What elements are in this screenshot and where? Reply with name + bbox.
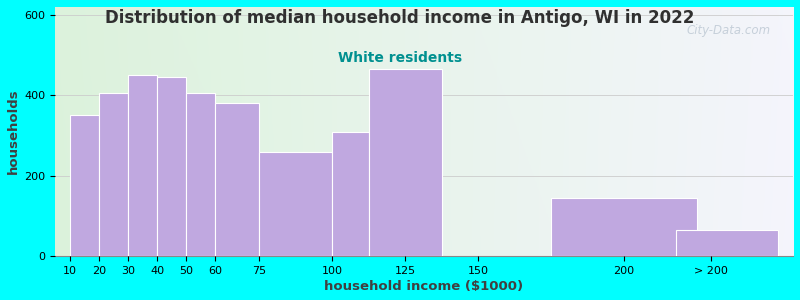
Bar [332, 132, 369, 256]
Bar [157, 77, 186, 256]
Bar [259, 152, 332, 256]
Bar [676, 230, 778, 256]
Text: Distribution of median household income in Antigo, WI in 2022: Distribution of median household income … [106, 9, 694, 27]
Bar [128, 75, 157, 256]
X-axis label: household income ($1000): household income ($1000) [325, 280, 523, 293]
Bar [369, 69, 442, 256]
Bar [186, 93, 215, 256]
Bar [70, 116, 98, 256]
Text: White residents: White residents [338, 51, 462, 65]
Bar [551, 198, 697, 256]
Text: City-Data.com: City-Data.com [686, 24, 771, 38]
Bar [215, 103, 259, 256]
Bar [98, 93, 128, 256]
Y-axis label: households: households [7, 89, 20, 174]
